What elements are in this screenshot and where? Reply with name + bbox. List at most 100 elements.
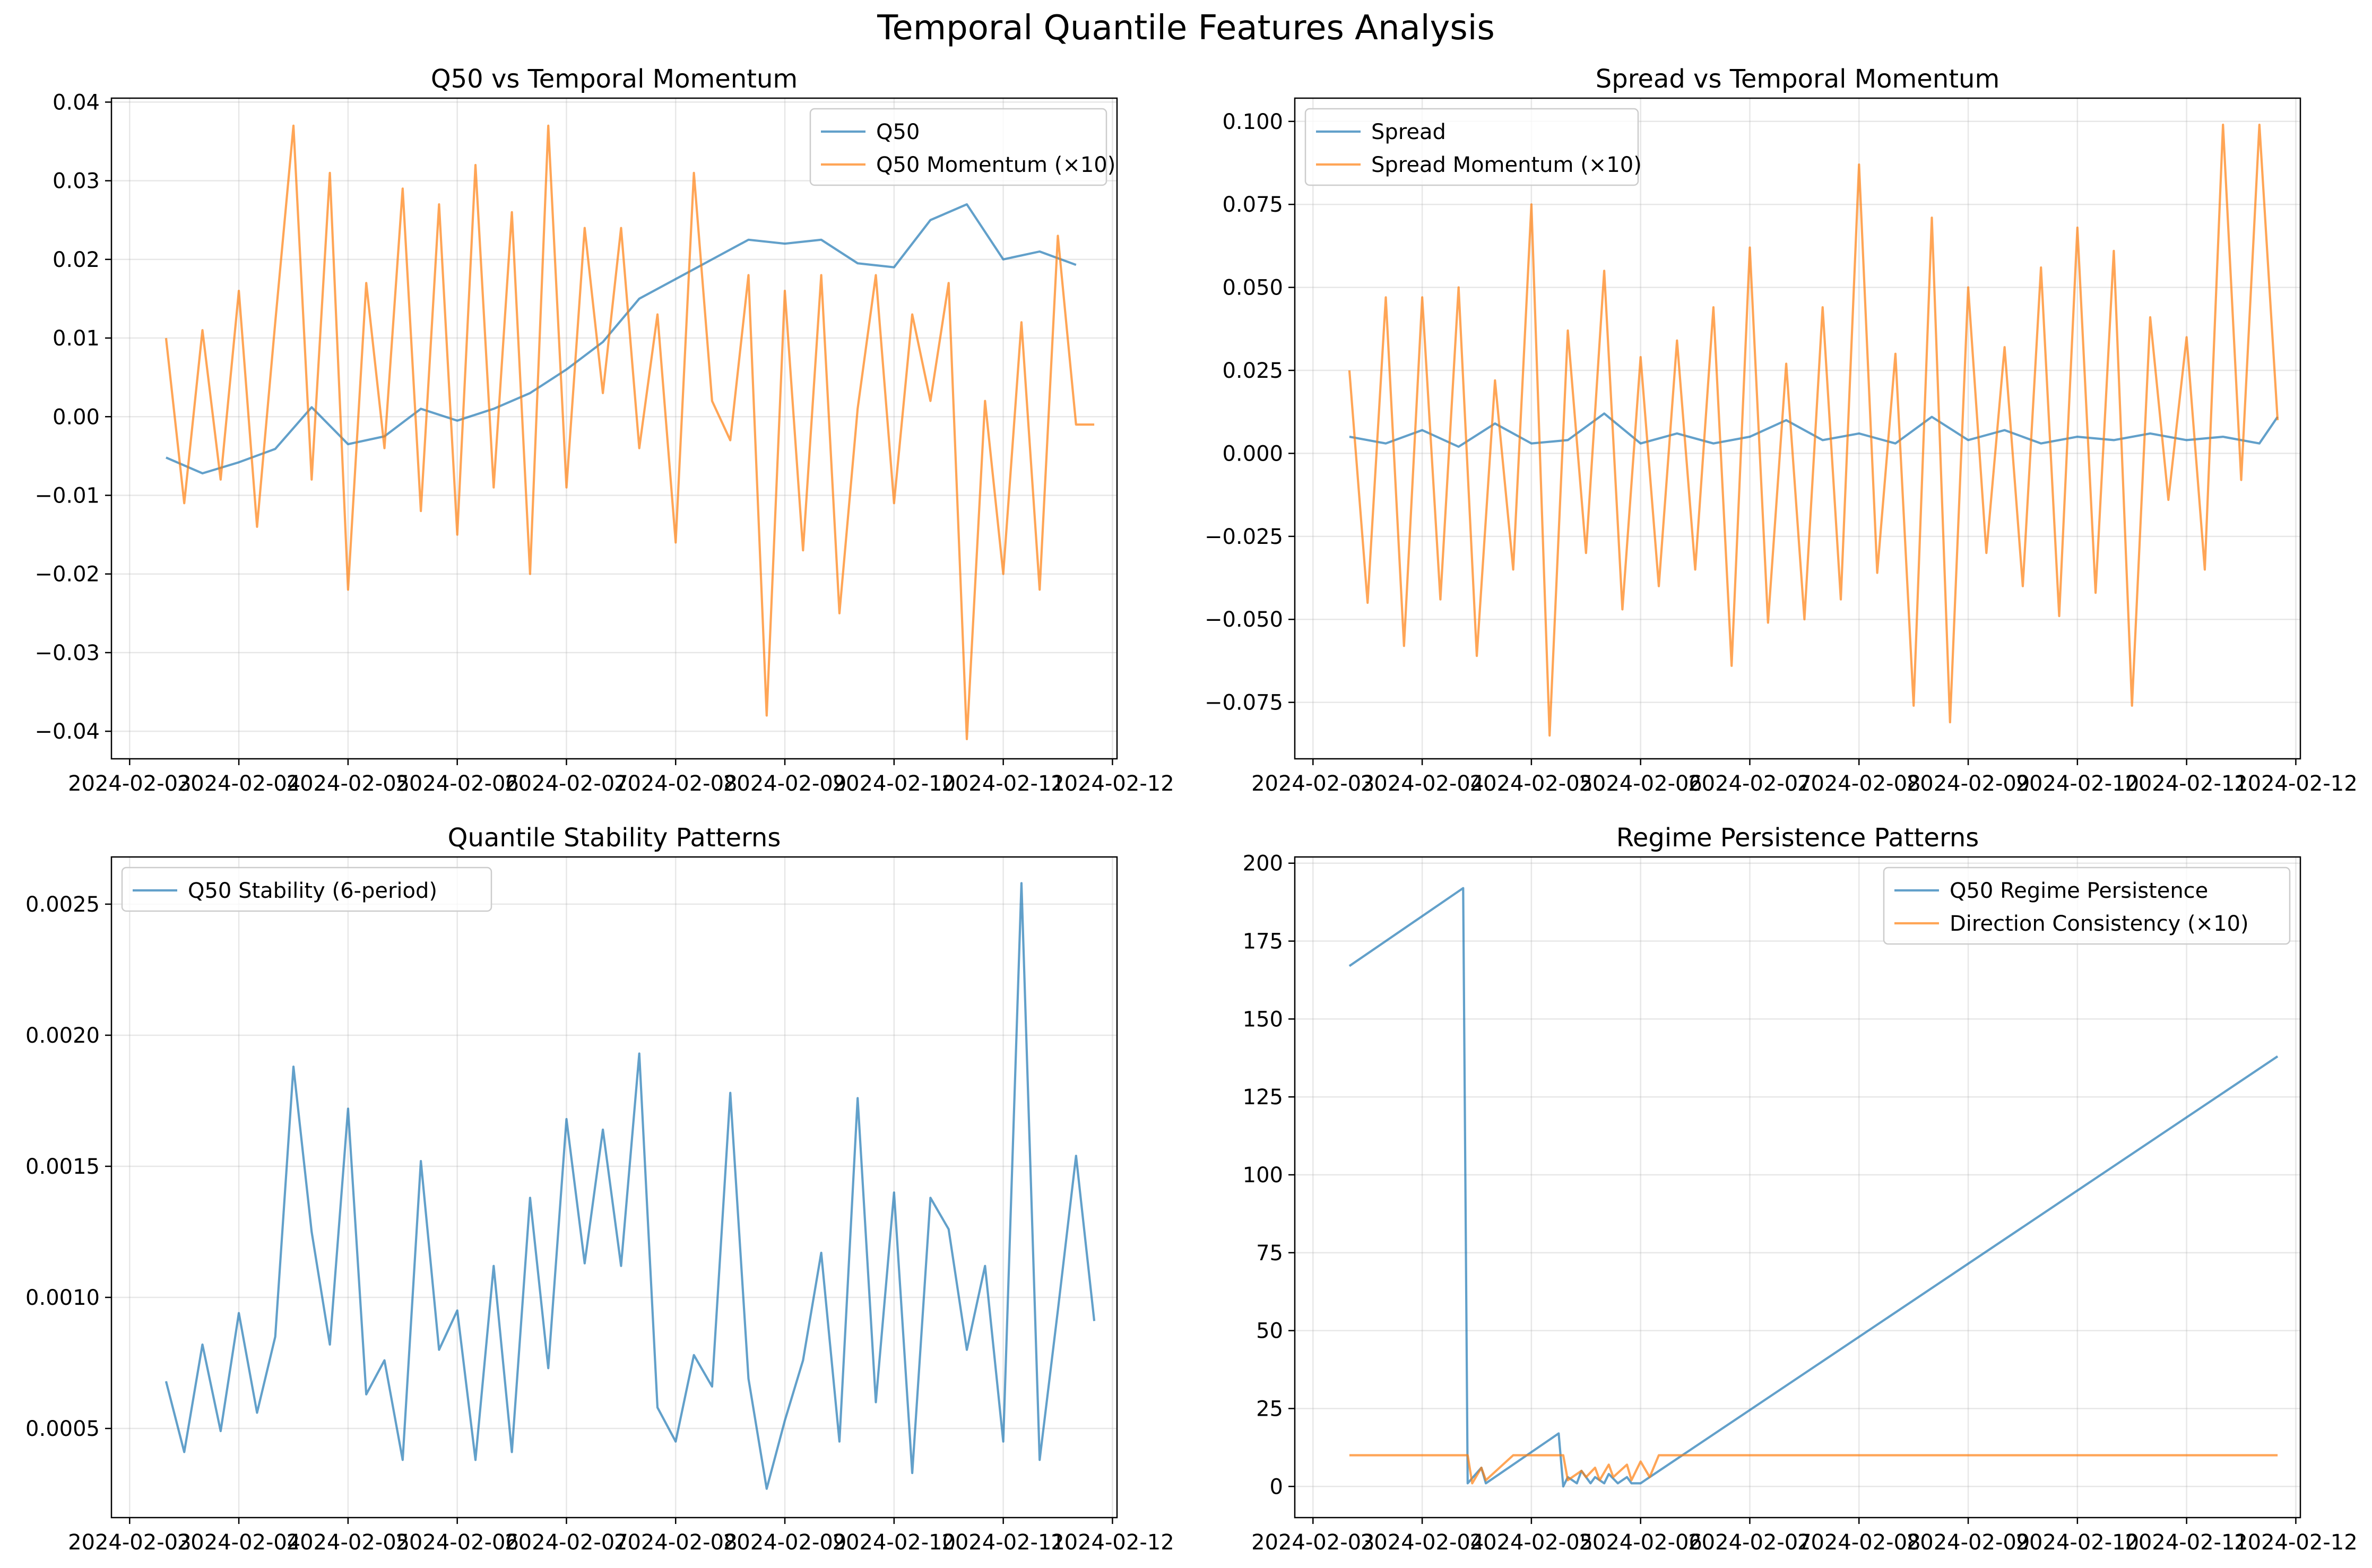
chart-panel-2: Spread vs Temporal Momentum2024-02-03202…: [1205, 64, 2358, 796]
y-tick-label: 0.0010: [25, 1286, 100, 1310]
y-tick-label: 0.0025: [25, 893, 100, 917]
y-tick-label: 175: [1243, 930, 1283, 954]
x-tick-label: 2024-02-05: [287, 1530, 410, 1555]
y-tick-label: −0.025: [1205, 525, 1283, 549]
legend: Spread Spread Momentum (×10): [1304, 108, 1642, 186]
x-tick-label: 2024-02-08: [1797, 772, 1920, 796]
x-tick-label: 2024-02-07: [505, 772, 628, 796]
legend-label: Q50 Momentum (×10): [876, 153, 1115, 177]
y-tick-label: 150: [1243, 1007, 1283, 1032]
legend: Q50 Stability (6-period): [121, 867, 492, 912]
x-tick-label: 2024-02-04: [1361, 1530, 1484, 1555]
x-tick-label: 2024-02-10: [833, 1530, 956, 1555]
x-tick-label: 2024-02-07: [1688, 1530, 1811, 1555]
legend-label: Q50 Regime Persistence: [1950, 879, 2208, 903]
y-tick-label: 0.04: [53, 90, 100, 115]
y-tick-label: 0.0005: [25, 1417, 100, 1441]
y-tick-label: 125: [1243, 1085, 1283, 1110]
chart-title: Regime Persistence Patterns: [1616, 823, 1979, 853]
x-tick-label: 2024-02-04: [177, 1530, 300, 1555]
y-tick-label: 0.025: [1222, 359, 1283, 383]
y-tick-label: −0.04: [34, 720, 100, 744]
x-tick-label: 2024-02-12: [2234, 1530, 2357, 1555]
x-tick-label: 2024-02-07: [505, 1530, 628, 1555]
legend: Q50 Q50 Momentum (×10): [809, 108, 1115, 186]
x-tick-label: 2024-02-04: [177, 772, 300, 796]
x-tick-label: 2024-02-11: [941, 772, 1064, 796]
y-tick-label: 100: [1243, 1163, 1283, 1188]
x-tick-label: 2024-02-05: [287, 772, 410, 796]
y-tick-label: −0.02: [34, 562, 100, 587]
x-tick-label: 2024-02-09: [723, 1530, 846, 1555]
y-tick-label: 200: [1243, 852, 1283, 876]
y-tick-label: 0.050: [1222, 276, 1283, 300]
y-tick-label: 0.100: [1222, 110, 1283, 134]
legend-box: [1883, 867, 2291, 945]
x-tick-label: 2024-02-05: [1470, 1530, 1593, 1555]
x-tick-label: 2024-02-04: [1361, 772, 1484, 796]
x-tick-label: 2024-02-10: [2016, 772, 2139, 796]
x-tick-label: 2024-02-09: [1907, 772, 2030, 796]
series-line-q50-regime-persistence: [1348, 887, 2279, 1488]
x-tick-label: 2024-02-10: [2016, 1530, 2139, 1555]
plot-frame: [110, 856, 1118, 1519]
chart-panel-1: Q50 vs Temporal Momentum2024-02-032024-0…: [34, 64, 1174, 796]
x-tick-label: 2024-02-06: [1579, 1530, 1702, 1555]
y-tick-label: 0.00: [53, 405, 100, 429]
series-line-spread: [1349, 412, 2279, 448]
legend-box: [1304, 108, 1639, 186]
figure-title: Temporal Quantile Features Analysis: [877, 8, 1495, 48]
y-tick-label: 0.02: [53, 248, 100, 272]
legend-label: Spread: [1371, 120, 1446, 144]
legend-label: Spread Momentum (×10): [1371, 153, 1642, 177]
chart-panel-3: Quantile Stability Patterns2024-02-03202…: [25, 823, 1174, 1555]
chart-panel-4: Regime Persistence Patterns2024-02-03202…: [1243, 823, 2358, 1555]
x-tick-label: 2024-02-05: [1470, 772, 1593, 796]
y-tick-label: 0.075: [1222, 193, 1283, 217]
y-tick-label: 0.03: [53, 169, 100, 194]
x-tick-label: 2024-02-06: [1579, 772, 1702, 796]
y-tick-label: 50: [1256, 1319, 1283, 1344]
x-tick-label: 2024-02-06: [395, 772, 518, 796]
series-line-q50: [166, 203, 1077, 475]
x-tick-label: 2024-02-03: [68, 772, 191, 796]
y-tick-label: 75: [1256, 1241, 1283, 1266]
legend: Q50 Regime Persistence Direction Consiste…: [1883, 867, 2291, 945]
x-tick-label: 2024-02-10: [833, 772, 956, 796]
x-tick-label: 2024-02-09: [1907, 1530, 2030, 1555]
chart-title: Spread vs Temporal Momentum: [1596, 64, 1999, 94]
legend-label: Q50 Stability (6-period): [188, 879, 437, 903]
plot-frame: [110, 97, 1118, 760]
y-tick-label: 0.01: [53, 326, 100, 351]
x-tick-label: 2024-02-06: [395, 1530, 518, 1555]
x-tick-label: 2024-02-08: [1797, 1530, 1920, 1555]
y-tick-label: 0.000: [1222, 441, 1283, 466]
x-tick-label: 2024-02-11: [2125, 772, 2248, 796]
x-tick-label: 2024-02-09: [723, 772, 846, 796]
y-tick-label: −0.01: [34, 483, 100, 508]
x-tick-label: 2024-02-11: [2125, 1530, 2248, 1555]
y-tick-label: 0.0015: [25, 1155, 100, 1179]
x-tick-label: 2024-02-12: [1051, 772, 1174, 796]
series-line-spread-momentum-10: [1348, 124, 2279, 737]
series-line-direction-consistency-10: [1349, 1454, 2278, 1485]
plot-frame: [1294, 97, 2301, 760]
legend-box: [121, 867, 492, 912]
y-tick-label: −0.03: [34, 641, 100, 665]
x-tick-label: 2024-02-03: [1251, 772, 1374, 796]
legend-label: Q50: [876, 120, 920, 144]
x-tick-label: 2024-02-07: [1688, 772, 1811, 796]
x-tick-label: 2024-02-11: [941, 1530, 1064, 1555]
y-tick-label: 25: [1256, 1397, 1283, 1421]
chart-title: Q50 vs Temporal Momentum: [431, 64, 798, 94]
legend-box: [809, 108, 1107, 186]
series-line-q50-stability-6-period: [165, 882, 1096, 1490]
series-line-q50-momentum-10: [165, 124, 1095, 741]
plot-frame: [1294, 856, 2301, 1519]
legend-label: Direction Consistency (×10): [1950, 912, 2249, 936]
x-tick-label: 2024-02-12: [2234, 772, 2357, 796]
x-tick-label: 2024-02-03: [1251, 1530, 1374, 1555]
chart-title: Quantile Stability Patterns: [448, 823, 781, 853]
y-tick-label: 0: [1270, 1475, 1283, 1499]
